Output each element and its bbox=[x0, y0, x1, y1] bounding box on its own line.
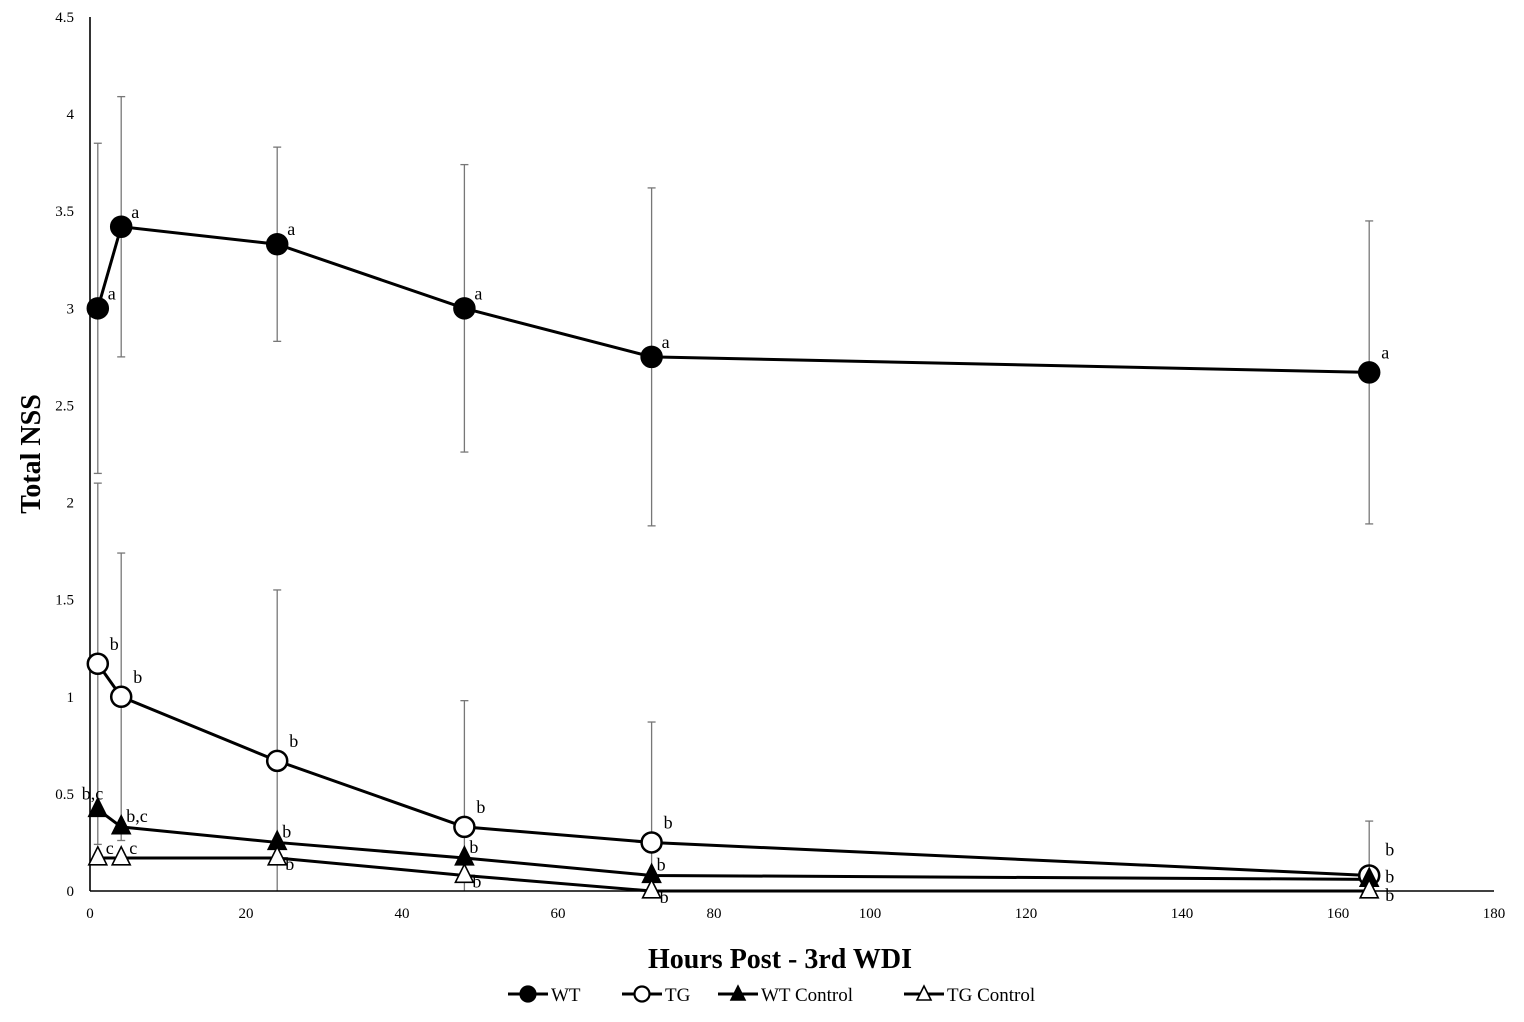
wt-point-label: a bbox=[287, 219, 295, 239]
x-tick-label: 60 bbox=[551, 906, 566, 922]
tg-point bbox=[640, 831, 663, 854]
tg-point-label: b bbox=[110, 634, 119, 654]
y-tick-label: 3.5 bbox=[55, 204, 74, 220]
axes bbox=[89, 17, 1494, 892]
tg-control-legend-label: TG Control bbox=[947, 985, 1035, 1006]
tg-control-point-label: b bbox=[660, 887, 669, 907]
wt-point bbox=[86, 297, 110, 320]
tg-control-point bbox=[110, 845, 132, 866]
wt-control-legend-label: WT Control bbox=[761, 985, 853, 1006]
wt-control-point-label: b bbox=[469, 837, 478, 857]
tg-point-label: b bbox=[476, 797, 485, 817]
x-tick-label: 180 bbox=[1483, 906, 1506, 922]
x-tick-label: 40 bbox=[395, 906, 410, 922]
tg-control-point-label: c bbox=[106, 838, 114, 858]
wt-legend-label: WT bbox=[551, 985, 581, 1006]
tg-point bbox=[265, 749, 289, 773]
y-tick-label: 4.5 bbox=[55, 10, 74, 26]
y-tick-label: 2 bbox=[67, 496, 75, 512]
error-bars bbox=[93, 95, 1374, 891]
tg-control-point-label: b bbox=[472, 871, 481, 891]
wt-control-point-label: b,c bbox=[82, 783, 104, 803]
wt-point-label: a bbox=[131, 202, 139, 222]
wt-control-point-label: b bbox=[282, 821, 291, 841]
tg-control-point bbox=[454, 862, 475, 884]
wt-point-label: a bbox=[662, 332, 670, 352]
tg-legend-label: TG bbox=[665, 985, 691, 1006]
tg-control-point-label: c bbox=[129, 838, 137, 858]
wt-point-label: a bbox=[108, 283, 116, 303]
x-axis-title: Hours Post - 3rd WDI bbox=[648, 944, 912, 975]
wt-point bbox=[265, 232, 289, 256]
series-lines bbox=[96, 225, 1370, 893]
wt-legend-marker bbox=[519, 985, 537, 1003]
x-tick-label: 120 bbox=[1015, 906, 1038, 922]
tg-point bbox=[453, 815, 476, 839]
tg-point-label: b bbox=[664, 812, 673, 832]
y-tick-label: 0 bbox=[67, 884, 75, 900]
wt-control-point-label: b,c bbox=[126, 806, 148, 826]
x-tick-label: 20 bbox=[239, 906, 254, 922]
tg-legend-marker bbox=[633, 985, 651, 1003]
y-tick-label: 3 bbox=[67, 301, 75, 317]
x-tick-label: 100 bbox=[859, 906, 882, 922]
y-tick-label: 2.5 bbox=[55, 398, 74, 414]
y-tick-label: 1 bbox=[67, 690, 75, 706]
tg-point-label: b bbox=[1385, 839, 1394, 859]
wt-control-point-label: b bbox=[657, 854, 666, 874]
tg-control-point-label: b bbox=[285, 854, 294, 874]
tg-control-point bbox=[266, 845, 288, 866]
wt-control-legend-marker bbox=[729, 984, 747, 1001]
wt-point-label: a bbox=[1381, 342, 1389, 362]
y-tick-label: 4 bbox=[67, 107, 75, 123]
tg-control-point-label: b bbox=[1385, 885, 1394, 905]
tg-point-label: b bbox=[133, 667, 142, 687]
wt-point bbox=[109, 215, 133, 239]
legend: WT TG WT Control TG Control bbox=[508, 984, 1035, 1006]
wt-point bbox=[453, 297, 476, 320]
wt-line bbox=[96, 225, 1370, 374]
wt-point bbox=[640, 345, 663, 369]
wt-control-point bbox=[87, 796, 109, 818]
x-tick-label: 160 bbox=[1327, 906, 1350, 922]
wt-point-label: a bbox=[474, 283, 482, 303]
tg-control-point bbox=[641, 878, 662, 899]
x-tick-label: 0 bbox=[86, 906, 94, 922]
tg-control-point bbox=[1358, 878, 1380, 899]
x-tick-label: 140 bbox=[1171, 906, 1194, 922]
y-tick-label: 0.5 bbox=[55, 787, 74, 803]
wt-control-point bbox=[110, 813, 132, 835]
wt-control-point-label: b bbox=[1385, 866, 1394, 886]
x-tick-label: 80 bbox=[707, 906, 722, 922]
tg-point bbox=[109, 685, 133, 709]
y-tick-label: 1.5 bbox=[55, 593, 74, 609]
wt-point bbox=[1357, 361, 1381, 384]
tg-control-legend-marker bbox=[915, 984, 933, 1001]
y-axis-title: Total NSS bbox=[16, 394, 47, 514]
tick-labels: 0 20 40 60 80 100 120 140 160 180 0 0.5 1 1.5 2 2.5 3 3.5… bbox=[55, 10, 1505, 922]
tg-point bbox=[86, 652, 110, 676]
series-markers bbox=[86, 215, 1381, 899]
tg-control-point bbox=[87, 845, 109, 866]
tg-point-label: b bbox=[289, 731, 298, 751]
